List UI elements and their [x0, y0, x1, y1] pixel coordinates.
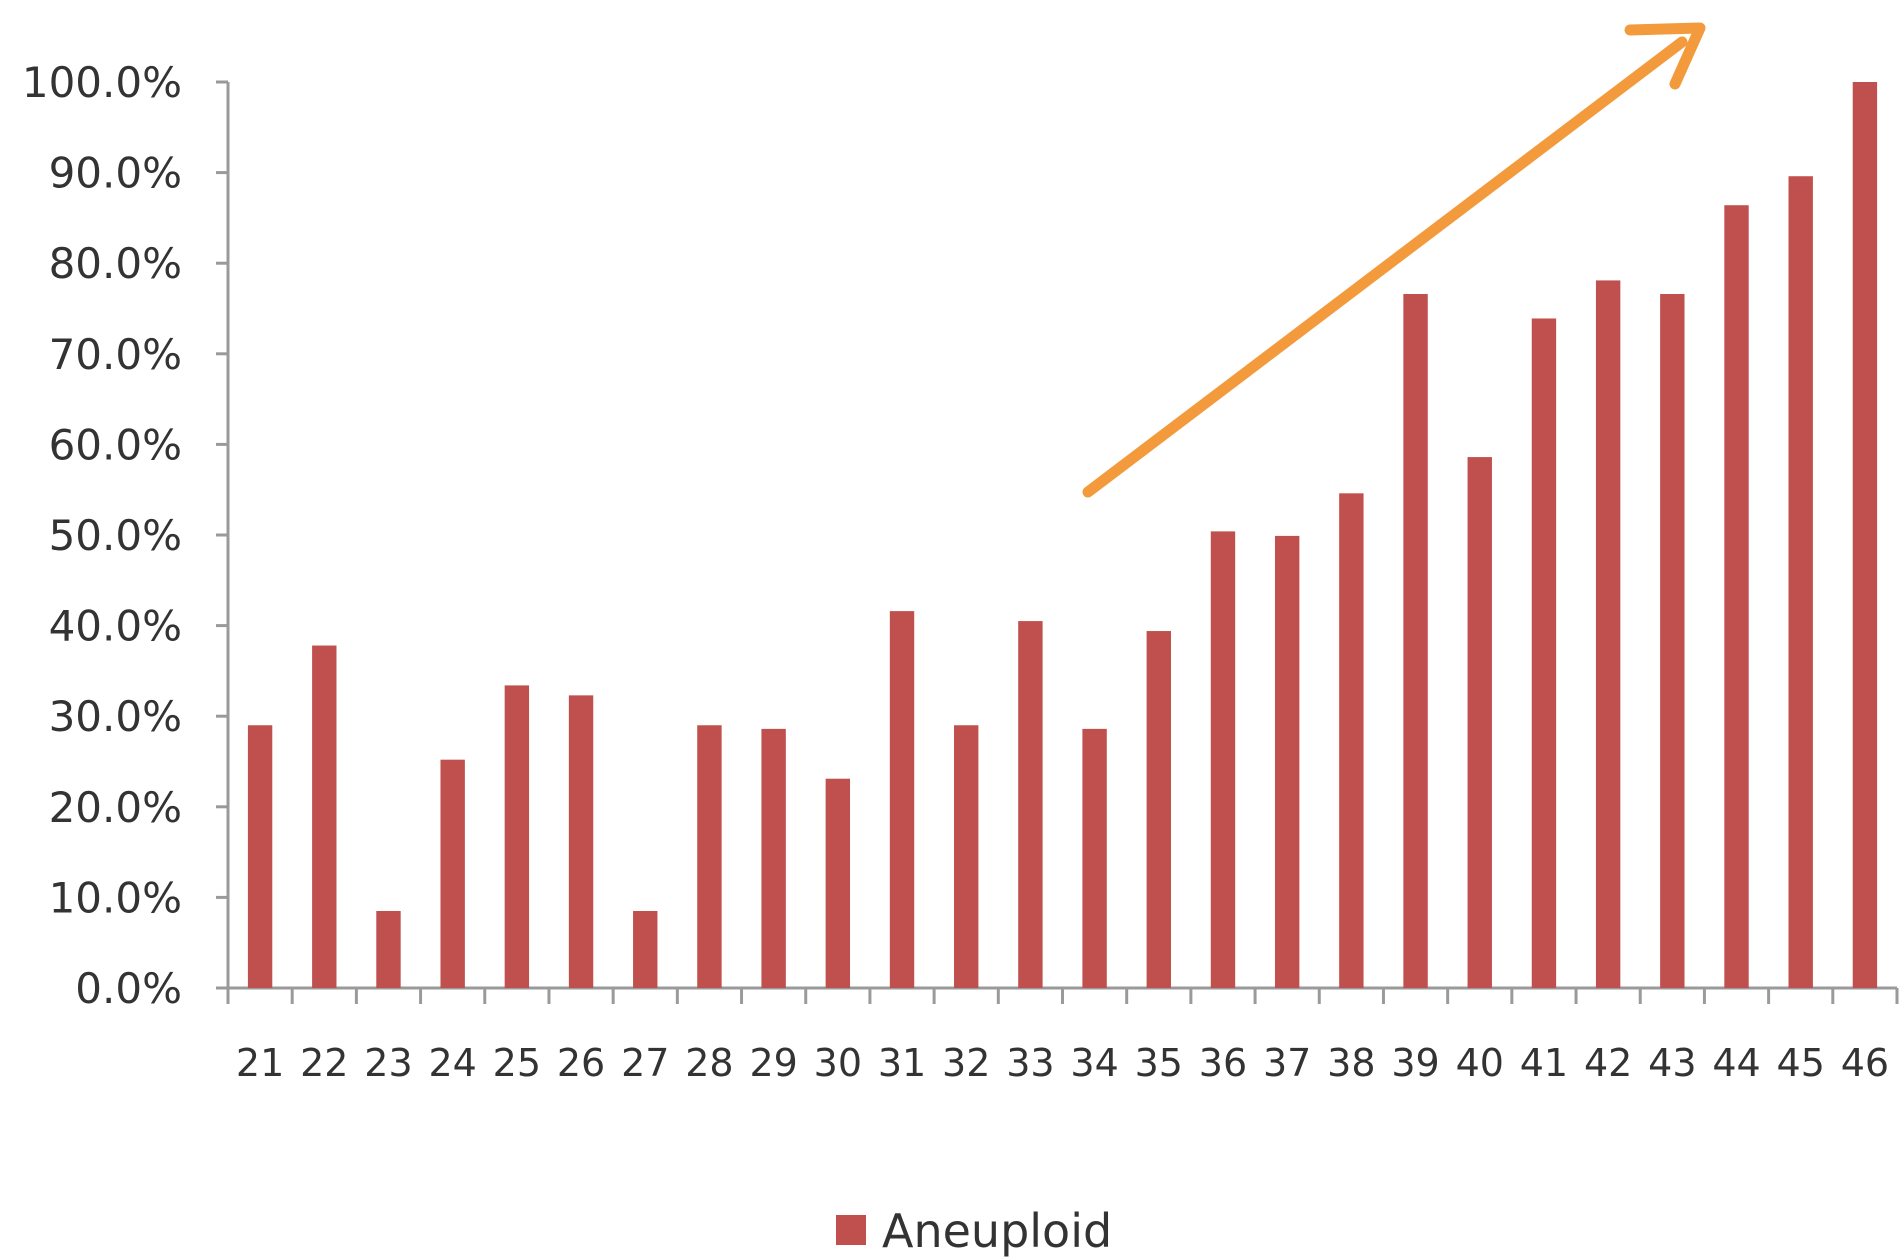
x-axis-labels: 21 22 23 24 25 26 27 28 29 30 31 32 33 34 35 36 37 38 39 40…	[236, 1041, 1889, 1085]
x-tick-label: 36	[1199, 1041, 1247, 1085]
y-tick-label: 0.0%	[75, 964, 182, 1013]
x-tick-label: 23	[364, 1041, 412, 1085]
x-tick-label: 26	[557, 1041, 605, 1085]
bar-series	[247, 82, 1878, 989]
x-tick-label: 35	[1135, 1041, 1183, 1085]
x-tick-label: 30	[814, 1041, 862, 1085]
y-tick-label: 10.0%	[49, 873, 182, 922]
arrow-shaft	[1082, 36, 1688, 498]
bar-33	[1018, 621, 1043, 988]
x-tick-label: 32	[942, 1041, 990, 1085]
y-tick-label: 50.0%	[49, 511, 182, 560]
x-tick-label: 24	[428, 1041, 476, 1085]
y-tick-label: 80.0%	[49, 239, 182, 288]
y-tick-label: 60.0%	[49, 420, 182, 469]
legend-swatch	[836, 1215, 866, 1245]
bar-38	[1339, 493, 1364, 988]
y-tick-label: 40.0%	[49, 602, 182, 651]
x-tick-label: 31	[878, 1041, 926, 1085]
bar-23	[376, 910, 401, 988]
trend-arrow	[1082, 22, 1706, 498]
bar-41	[1531, 318, 1557, 988]
x-tick-label: 29	[749, 1041, 797, 1085]
x-tick-label: 42	[1584, 1041, 1632, 1085]
bar-35	[1146, 631, 1171, 988]
bar-43	[1660, 294, 1685, 988]
bar-46	[1852, 82, 1878, 988]
bar-31	[889, 611, 915, 988]
bar-26	[568, 695, 594, 988]
bar-40	[1467, 457, 1492, 989]
x-axis-ticks	[226, 988, 1899, 1004]
x-tick-label: 37	[1263, 1041, 1311, 1085]
y-tick-label: 20.0%	[49, 783, 182, 832]
y-tick-label: 30.0%	[49, 692, 182, 741]
x-tick-label: 33	[1006, 1041, 1054, 1085]
x-tick-label: 43	[1648, 1041, 1696, 1085]
bar-29	[761, 728, 786, 988]
y-axis-labels: 0.0% 10.0% 20.0% 30.0% 40.0% 50.0% 60.0% 70.0% 8…	[22, 58, 182, 1013]
x-tick-label: 22	[300, 1041, 348, 1085]
x-tick-label: 27	[621, 1041, 669, 1085]
x-tick-label: 38	[1327, 1041, 1375, 1085]
y-axis-ticks	[216, 80, 228, 990]
bar-37	[1274, 535, 1300, 988]
x-tick-label: 25	[493, 1041, 541, 1085]
x-tick-label: 34	[1070, 1041, 1118, 1085]
y-tick-label: 90.0%	[49, 149, 182, 198]
legend-label: Aneuploid	[882, 1204, 1112, 1258]
bar-32	[954, 725, 979, 988]
bar-34	[1082, 728, 1107, 988]
bar-24	[440, 759, 465, 988]
x-tick-label: 41	[1520, 1041, 1568, 1085]
bar-22	[312, 645, 337, 988]
bar-30	[825, 778, 851, 988]
bar-45	[1788, 176, 1813, 988]
bar-42	[1595, 280, 1621, 988]
x-tick-label: 21	[236, 1041, 284, 1085]
x-tick-label: 44	[1712, 1041, 1760, 1085]
y-tick-label: 100.0%	[22, 58, 182, 107]
x-tick-label: 39	[1391, 1041, 1439, 1085]
x-tick-label: 45	[1777, 1041, 1825, 1085]
arrow-head	[1624, 22, 1706, 90]
y-tick-label: 70.0%	[49, 330, 182, 379]
x-tick-label: 28	[685, 1041, 733, 1085]
bar-28	[697, 725, 722, 988]
bar-44	[1724, 205, 1749, 988]
bar-25	[504, 685, 530, 988]
legend: Aneuploid	[836, 1204, 1112, 1258]
bar-36	[1210, 531, 1236, 988]
bar-27	[633, 910, 658, 988]
bar-21	[247, 725, 273, 988]
x-tick-label: 46	[1841, 1041, 1889, 1085]
x-tick-label: 40	[1456, 1041, 1504, 1085]
bar-39	[1403, 294, 1428, 988]
